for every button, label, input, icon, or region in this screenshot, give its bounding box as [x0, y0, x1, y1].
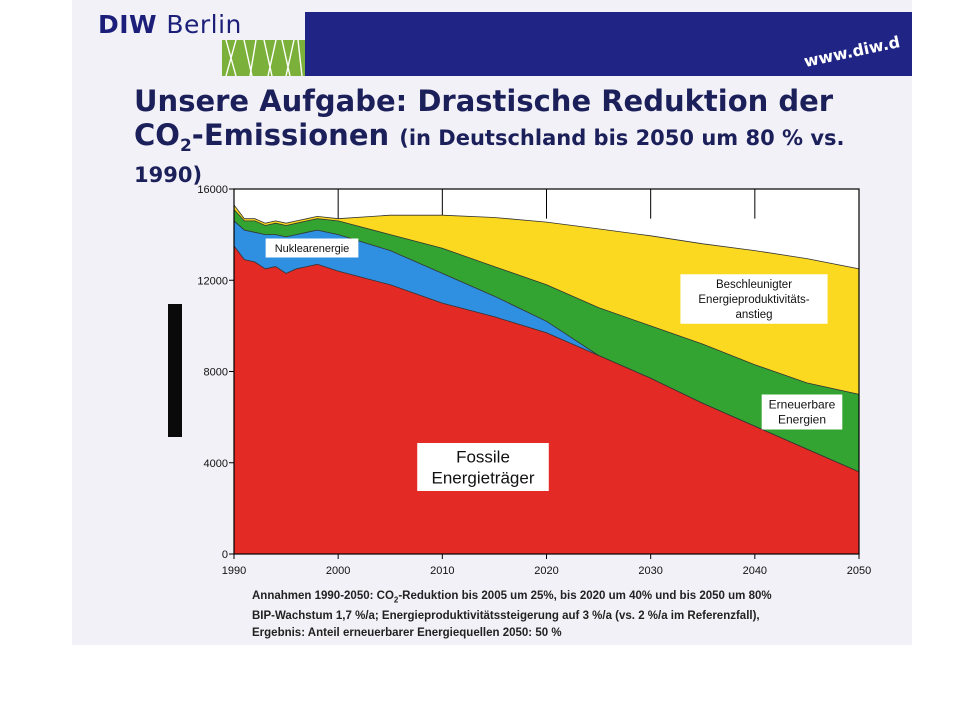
assumptions-notes: Annahmen 1990-2050: CO2-Reduktion bis 20…: [252, 588, 772, 642]
label-fossile-text-0: Fossile: [456, 447, 510, 466]
note-line-1-pre: Annahmen 1990-2050: CO: [252, 590, 394, 602]
x-tick-label-1990: 1990: [222, 565, 246, 577]
note-line-1: Annahmen 1990-2050: CO2-Reduktion bis 20…: [252, 588, 772, 608]
x-tick-label-2010: 2010: [430, 565, 454, 577]
note-line-1-post: -Reduktion bis 2005 um 25%, bis 2020 um …: [398, 590, 772, 602]
label-nuklearenergie-text-0: Nuklearenergie: [275, 243, 350, 255]
x-tick-label-2030: 2030: [638, 565, 662, 577]
header-band: www.diw.d: [305, 12, 912, 76]
black-bar: [168, 304, 182, 437]
logo-graphic: [222, 40, 305, 76]
title-co: CO: [134, 118, 180, 152]
label-beschleunigter-box: [680, 274, 828, 324]
label-erneuerbare-text-0: Erneuerbare: [769, 398, 836, 412]
diw-logo: DIW Berlin: [98, 10, 242, 39]
label-nuklearenergie-box: [265, 238, 359, 258]
label-beschleunigter-text-0: Beschleunigter: [716, 279, 792, 291]
y-tick-label-12000: 12000: [197, 275, 228, 287]
logo-bold-text: DIW: [98, 10, 158, 39]
x-tick-label-2000: 2000: [326, 565, 350, 577]
y-tick-label-16000: 16000: [197, 184, 228, 196]
title-note: (in Deutschland bis 2050 um 80 % vs. 199…: [134, 126, 845, 187]
label-beschleunigter-text-2: anstieg: [735, 309, 772, 321]
label-erneuerbare-box: [761, 394, 843, 430]
slide-title: Unsere Aufgabe: Drastische Reduktion der…: [134, 84, 904, 192]
x-tick-label-2020: 2020: [534, 565, 558, 577]
title-line-2: CO2-Emissionen (in Deutschland bis 2050 …: [134, 118, 904, 192]
note-line-2: BIP-Wachstum 1,7 %/a; Energieproduktivit…: [252, 610, 760, 623]
label-beschleunigter-text-1: Energieproduktivitäts-: [698, 294, 809, 306]
logo-light-text: Berlin: [166, 10, 242, 39]
area-fossile-energietr-ger: [233, 244, 860, 555]
y-tick-label-8000: 8000: [204, 367, 228, 379]
x-tick-label-2040: 2040: [743, 565, 767, 577]
x-tick-label-2050: 2050: [847, 565, 871, 577]
label-fossile-box: [417, 443, 549, 491]
title-co-sub: 2: [179, 136, 192, 156]
title-line-1: Unsere Aufgabe: Drastische Reduktion der: [134, 84, 834, 118]
note-line-3: Ergebnis: Anteil erneuerbarer Energieque…: [252, 627, 562, 640]
note-line-1-sub: 2: [393, 595, 399, 605]
title-emissionen: -Emissionen: [191, 118, 390, 152]
label-erneuerbare-text-1: Energien: [778, 413, 826, 427]
label-fossile-text-1: Energieträger: [431, 468, 534, 487]
y-tick-label-4000: 4000: [204, 458, 228, 470]
y-tick-label-0: 0: [222, 549, 228, 561]
